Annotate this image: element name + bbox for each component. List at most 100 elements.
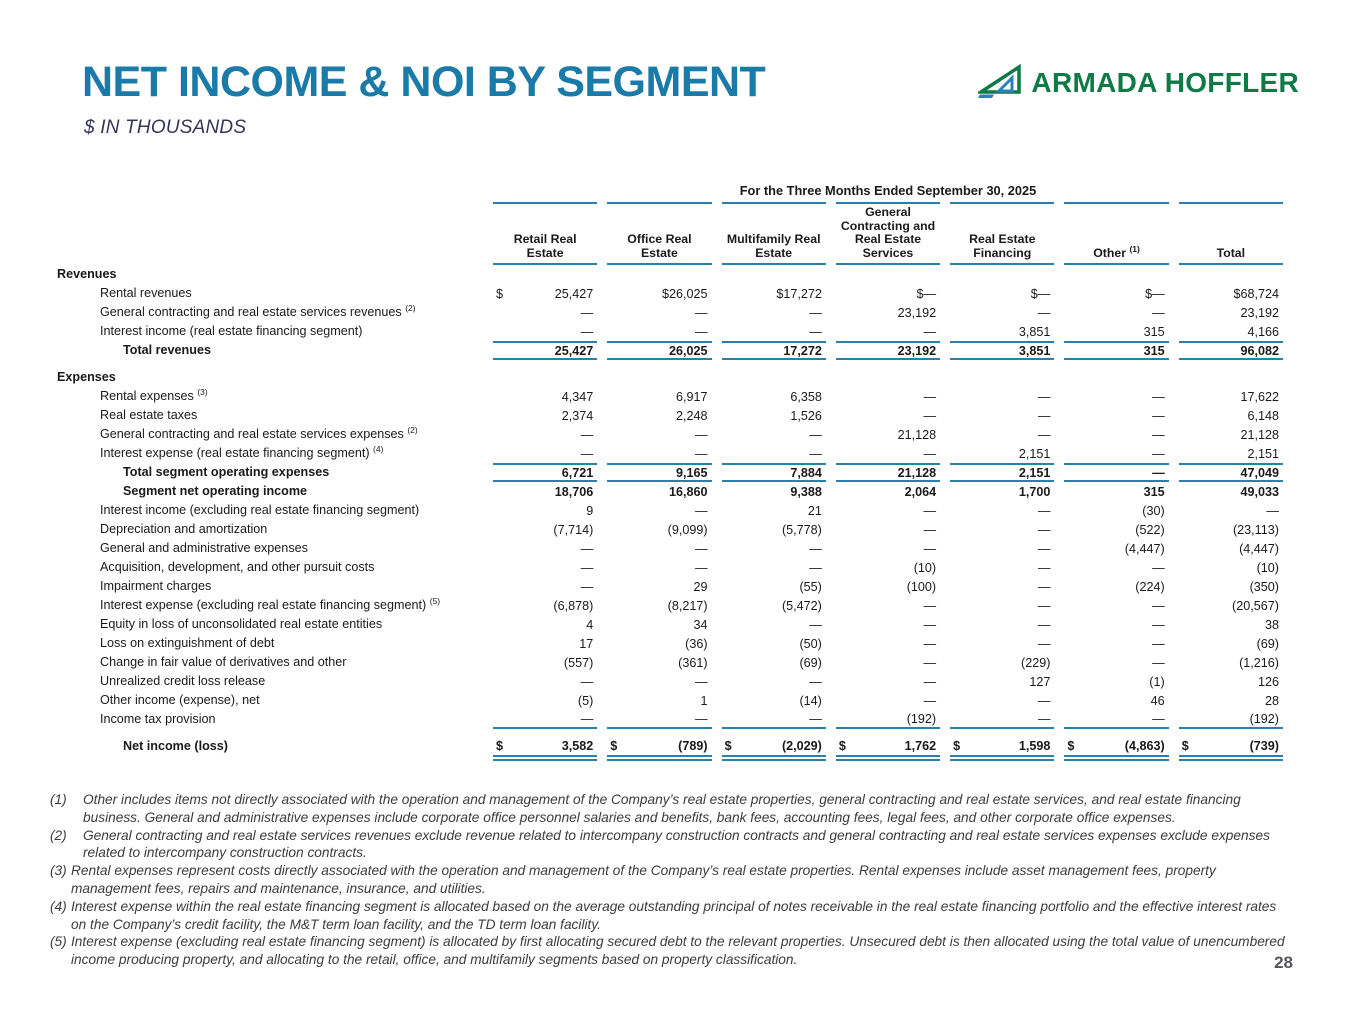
value-cell: 25,427: [493, 341, 598, 361]
table-row: Real estate taxes 2,374 2,248 1,526 — — — 6,148: [55, 406, 1283, 425]
value-cell: (192): [835, 710, 941, 730]
row-label: Equity in loss of unconsolidated real es…: [100, 617, 383, 632]
value-cell: —: [607, 710, 712, 730]
value-cell: 17,622: [1240, 389, 1279, 404]
value-cell: —: [580, 305, 594, 320]
column-header-retail-real-estate: Retail Real Estate: [493, 202, 598, 266]
table-row: Segment net operating income 18,706 16,860…: [55, 482, 1283, 501]
value-cell: (69): [799, 655, 822, 670]
table-row: Other income (expense), net (5) 1 (14) — — 46 2…: [55, 691, 1283, 710]
row-label: Revenues: [57, 267, 117, 282]
value-cell: —: [580, 446, 594, 461]
column-header-row: Retail Real Estate Office Real Estate Mult…: [55, 202, 1283, 266]
value-cell: $1,762: [835, 737, 941, 762]
row-label: Interest expense (real estate financing …: [100, 444, 384, 461]
value-cell: $ (789): [607, 737, 712, 762]
row-label: Income tax provision: [100, 712, 216, 727]
value-cell: 9,388: [790, 484, 822, 499]
value-cell: (5,472): [781, 598, 822, 613]
value-cell: $3,582: [493, 737, 598, 762]
value-cell: 28: [1264, 693, 1279, 708]
value-cell: 6,721: [493, 463, 598, 483]
value-cell: —: [580, 541, 594, 556]
value-cell: —: [809, 324, 822, 339]
value-cell: $25,427: [496, 286, 594, 301]
value-cell: —: [923, 636, 937, 651]
value-cell: 49,033: [1240, 484, 1279, 499]
table-row: General contracting and real estate serv…: [55, 425, 1283, 444]
value-cell: (557): [563, 655, 594, 670]
value-cell: —: [694, 674, 708, 689]
value-cell: 4,347: [561, 389, 594, 404]
armada-hoffler-logo-icon: [978, 64, 1022, 98]
table-row: Depreciation and amortization (7,714) (9,0…: [55, 520, 1283, 539]
value-cell: 23,192: [897, 305, 937, 320]
value-cell: —: [1037, 305, 1051, 320]
value-cell: 21: [807, 503, 822, 518]
value-cell: —: [923, 408, 937, 423]
segment-table: For the Three Months Ended September 30,…: [55, 183, 1283, 762]
value-cell: $ (4,863): [1064, 737, 1169, 762]
row-label: Depreciation and amortization: [100, 522, 268, 537]
value-cell: —: [1037, 541, 1051, 556]
value-cell: 2,151: [950, 463, 1055, 483]
column-header-office-real-estate: Office Real Estate: [607, 202, 712, 266]
value-cell: —: [1152, 389, 1165, 404]
value-cell: (224): [1135, 579, 1165, 594]
value-cell: 47,049: [1178, 463, 1283, 483]
value-cell: —: [493, 710, 598, 730]
value-cell: —: [1064, 710, 1169, 730]
value-cell: —: [1152, 560, 1165, 575]
value-cell: $17,272: [776, 286, 822, 301]
row-label: Interest expense (excluding real estate …: [100, 596, 441, 613]
value-cell: (5): [577, 693, 594, 708]
value-cell: 21,128: [897, 427, 937, 442]
footnote: (3) Rental expenses represent costs direc…: [50, 863, 1216, 896]
value-cell: 38: [1264, 617, 1279, 632]
row-label: Unrealized credit loss release: [100, 674, 266, 689]
value-cell: (229): [1021, 655, 1051, 670]
value-cell: —: [923, 389, 937, 404]
value-cell: 3,851: [1018, 324, 1051, 339]
value-cell: (10): [1256, 560, 1279, 575]
period-header: For the Three Months Ended September 30,…: [739, 183, 1037, 198]
value-cell: (4,447): [1239, 541, 1279, 556]
value-cell: $ (2,029): [721, 737, 826, 762]
value-cell: 23,192: [1240, 305, 1279, 320]
value-cell: (1,216): [1239, 655, 1279, 670]
value-cell: —: [1152, 446, 1165, 461]
value-cell: $—: [916, 286, 937, 301]
value-cell: —: [1152, 655, 1165, 670]
value-cell: (55): [799, 579, 822, 594]
value-cell: —: [1152, 427, 1165, 442]
value-cell: —: [923, 541, 937, 556]
value-cell: 1,700: [1018, 484, 1051, 499]
footnotes: (1) Other includes items not directly ass…: [50, 791, 1288, 969]
value-cell: 2,151: [1018, 446, 1051, 461]
value-cell: (20,567): [1232, 598, 1279, 613]
table-row: Income tax provision — — — (192) — — (192): [55, 710, 1283, 730]
value-cell: 126: [1257, 674, 1279, 689]
value-cell: 1: [700, 693, 708, 708]
row-label: General contracting and real estate serv…: [100, 303, 416, 320]
value-cell: 21,128: [1240, 427, 1279, 442]
value-cell: —: [1037, 579, 1051, 594]
value-cell: —: [923, 655, 937, 670]
value-cell: 315: [1143, 484, 1165, 499]
value-cell: (100): [906, 579, 937, 594]
column-header-other: Other (1): [1064, 202, 1169, 266]
section-row: Revenues: [55, 265, 1283, 284]
value-cell: —: [1064, 463, 1169, 483]
value-cell: —: [1037, 598, 1051, 613]
section-row: Expenses: [55, 368, 1283, 387]
value-cell: —: [694, 324, 708, 339]
value-cell: —: [1152, 408, 1165, 423]
value-cell: 21,128: [835, 463, 941, 483]
value-cell: (361): [678, 655, 708, 670]
value-cell: —: [694, 560, 708, 575]
value-cell: (4,447): [1124, 541, 1165, 556]
row-label: General and administrative expenses: [100, 541, 308, 556]
value-cell: —: [1037, 636, 1051, 651]
value-cell: (522): [1135, 522, 1165, 537]
footnote: (2) General contracting and real estate s…: [50, 827, 1270, 861]
